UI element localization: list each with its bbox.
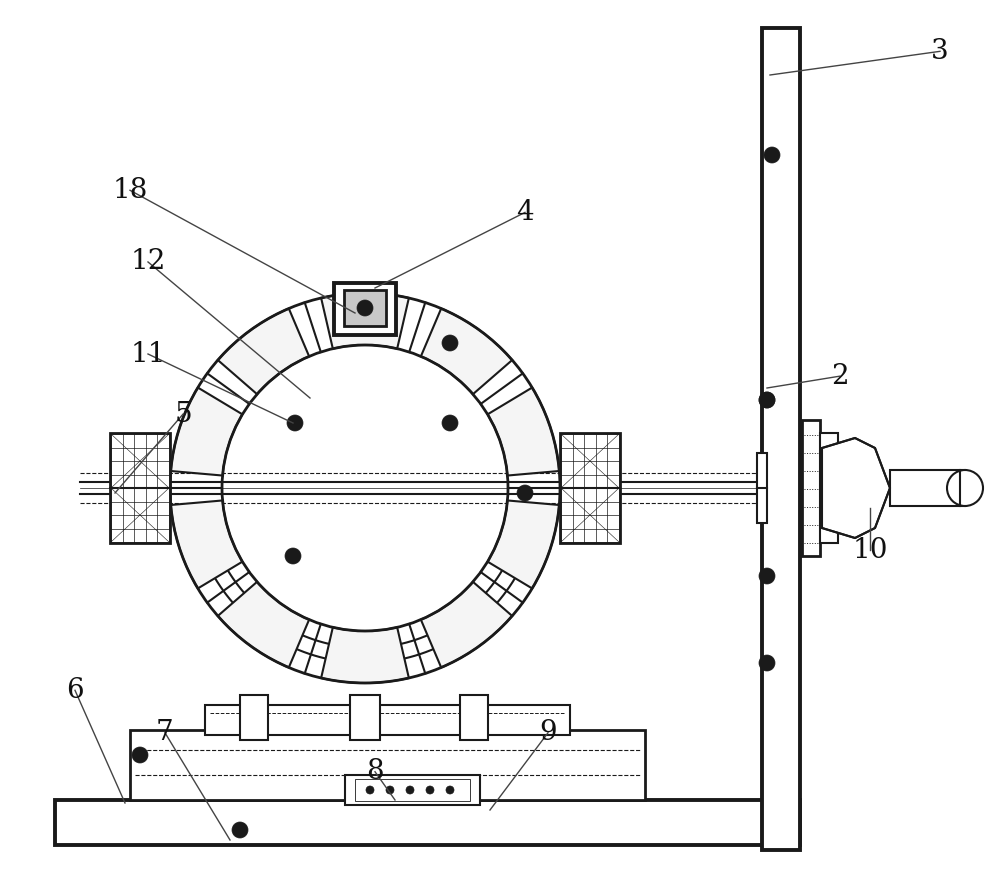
Circle shape xyxy=(386,786,394,794)
Circle shape xyxy=(947,470,983,506)
Wedge shape xyxy=(488,500,559,589)
Polygon shape xyxy=(822,438,890,538)
Circle shape xyxy=(132,747,148,763)
Circle shape xyxy=(759,392,775,408)
Text: 18: 18 xyxy=(112,177,148,204)
Circle shape xyxy=(406,786,414,794)
Bar xyxy=(205,705,570,735)
Bar xyxy=(802,420,820,556)
Text: 8: 8 xyxy=(366,758,384,785)
Bar xyxy=(757,453,767,523)
Wedge shape xyxy=(421,309,512,394)
Bar xyxy=(890,470,965,506)
Bar xyxy=(55,800,800,845)
Bar xyxy=(460,695,488,740)
Circle shape xyxy=(764,147,780,163)
Wedge shape xyxy=(321,293,409,349)
Bar xyxy=(762,28,800,850)
Bar xyxy=(334,283,396,335)
Bar xyxy=(820,433,838,543)
Text: 12: 12 xyxy=(130,249,166,275)
Text: 7: 7 xyxy=(156,720,174,746)
Bar xyxy=(344,290,386,326)
Bar xyxy=(355,779,470,801)
Text: 6: 6 xyxy=(66,677,84,704)
Bar xyxy=(560,433,620,543)
Bar xyxy=(130,730,645,800)
Text: 2: 2 xyxy=(831,363,849,389)
Circle shape xyxy=(442,335,458,351)
Circle shape xyxy=(759,655,775,671)
Bar xyxy=(350,695,380,740)
Circle shape xyxy=(232,822,248,838)
Wedge shape xyxy=(488,388,559,475)
Wedge shape xyxy=(321,627,409,683)
Circle shape xyxy=(446,786,454,794)
Text: 11: 11 xyxy=(130,341,166,367)
Circle shape xyxy=(759,392,775,408)
Wedge shape xyxy=(171,500,242,589)
Circle shape xyxy=(426,786,434,794)
Bar xyxy=(240,695,268,740)
Bar xyxy=(345,775,480,805)
Wedge shape xyxy=(171,388,242,475)
Wedge shape xyxy=(218,581,309,667)
Text: 9: 9 xyxy=(539,720,557,746)
Circle shape xyxy=(442,415,458,431)
Circle shape xyxy=(287,415,303,431)
Circle shape xyxy=(366,786,374,794)
Text: 5: 5 xyxy=(174,401,192,427)
Text: 3: 3 xyxy=(931,38,949,65)
Wedge shape xyxy=(218,309,309,394)
Circle shape xyxy=(759,568,775,584)
Circle shape xyxy=(357,300,373,316)
Circle shape xyxy=(517,485,533,501)
Wedge shape xyxy=(421,581,512,667)
Text: 10: 10 xyxy=(852,537,888,564)
Circle shape xyxy=(285,548,301,564)
Text: 4: 4 xyxy=(516,199,534,226)
Bar xyxy=(110,433,170,543)
